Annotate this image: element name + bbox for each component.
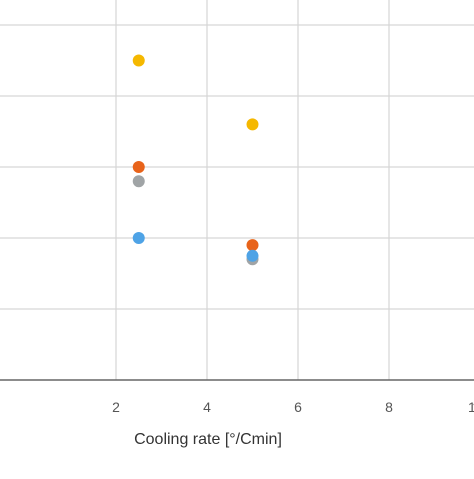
points-layer	[132, 54, 259, 266]
x-axis-title: Cooling rate [°/Cmin]	[134, 431, 282, 448]
grid-layer	[0, 0, 474, 380]
x-tick-label: 8	[385, 399, 393, 415]
data-point	[246, 249, 259, 262]
label-layer: 2 4 6 8 101	[112, 399, 474, 415]
x-tick-label: 2	[112, 399, 120, 415]
data-point	[132, 54, 145, 67]
data-point	[132, 161, 145, 173]
data-point	[132, 232, 145, 244]
x-tick-label: 6	[294, 399, 302, 415]
x-tick-label: 10	[472, 399, 474, 415]
data-point	[246, 239, 259, 252]
x-tick-label-partial: 1	[468, 399, 474, 415]
x-tick-label: 4	[203, 399, 211, 415]
data-point	[132, 175, 145, 188]
data-point	[246, 118, 259, 131]
